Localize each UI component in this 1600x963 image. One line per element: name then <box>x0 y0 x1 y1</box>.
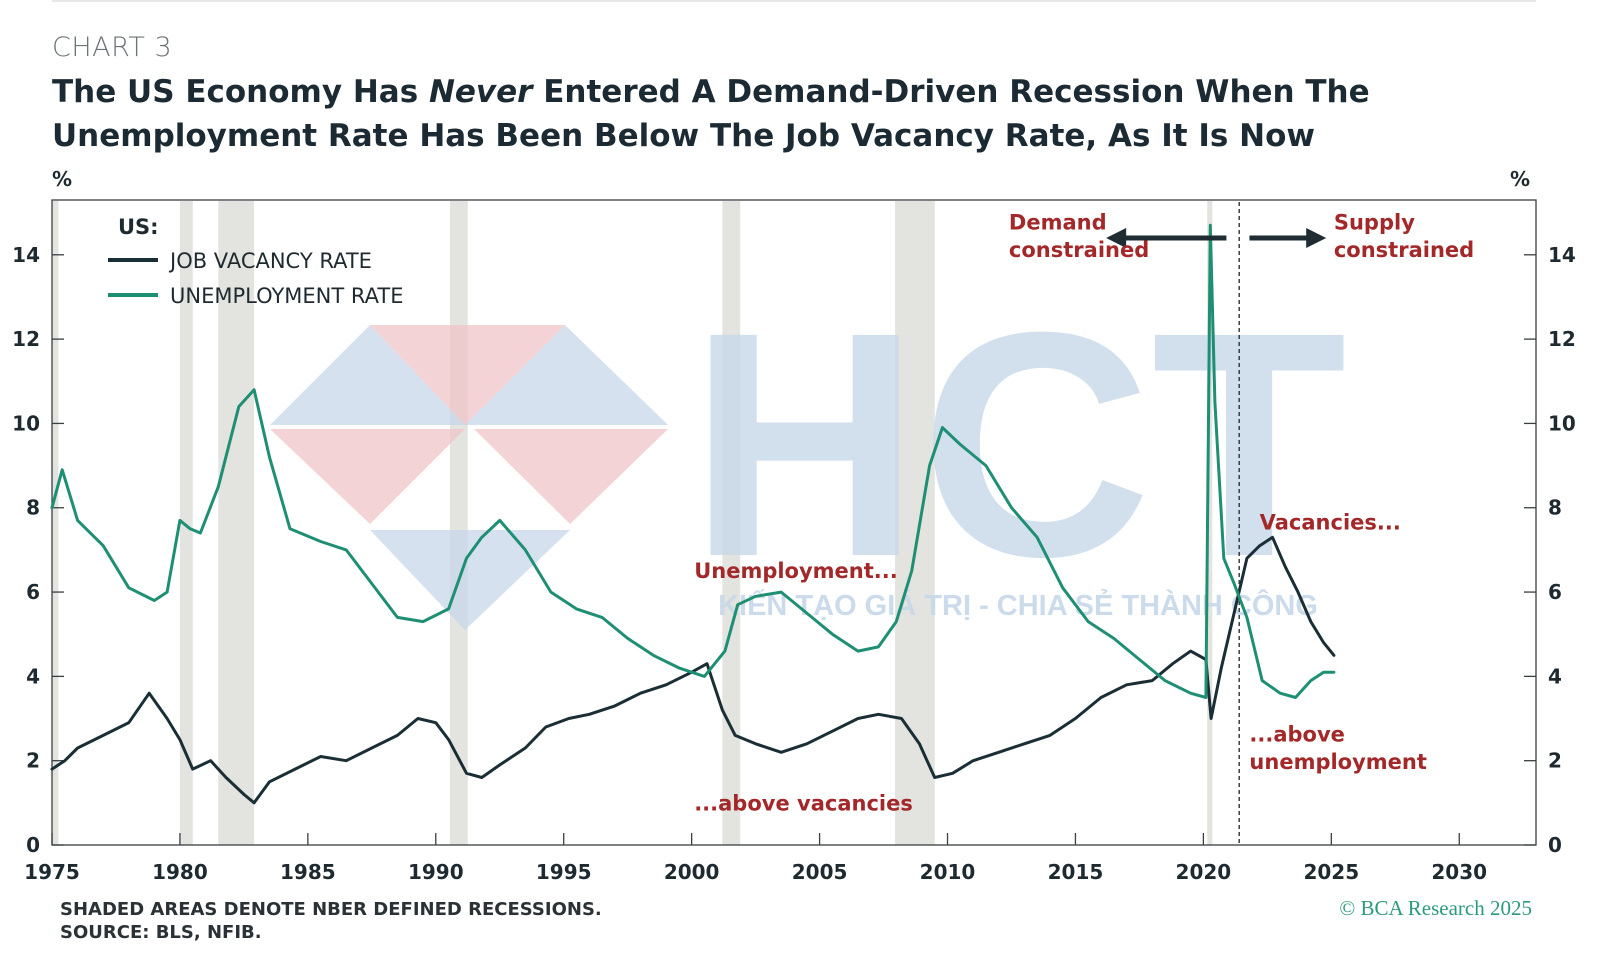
arrow-right-head <box>1306 227 1327 248</box>
legend-label: JOB VACANCY RATE <box>168 249 372 273</box>
y-tick-label-left: 6 <box>26 580 40 604</box>
series-lines <box>50 223 1336 805</box>
legend: US: JOB VACANCY RATE UNEMPLOYMENT RATE <box>108 215 403 308</box>
chart-number: CHART 3 <box>52 32 173 63</box>
y-tick-label-left: 8 <box>26 496 40 520</box>
series-line-job-vacancy <box>50 535 1336 805</box>
recession-band <box>1207 201 1213 845</box>
title-part-2: Entered A Demand-Driven Recession When T… <box>52 74 1370 154</box>
footnote: SHADED AREAS DENOTE NBER DEFINED RECESSI… <box>60 899 602 920</box>
x-tick-label: 1980 <box>152 860 208 884</box>
watermark-tagline: KIẾN TẠO GIÁ TRỊ - CHIA SẺ THÀNH CÔNG <box>718 588 1318 622</box>
annotation-label: Unemployment... <box>694 559 898 583</box>
arrow-left-head <box>1106 227 1127 248</box>
series-line-unemployment <box>50 223 1336 699</box>
y-tick-label-right: 4 <box>1548 664 1562 688</box>
title-part-1: The US Economy Has <box>52 74 429 110</box>
annotation-label: ...above <box>1249 723 1345 747</box>
copyright: © BCA Research 2025 <box>1339 896 1532 920</box>
x-tick-label: 1995 <box>536 860 592 884</box>
recession-band <box>179 201 193 845</box>
recession-band <box>218 201 255 845</box>
plot-frame <box>51 199 1537 846</box>
x-tick-label: 2000 <box>664 860 720 884</box>
watermark-shape-4 <box>270 429 465 524</box>
title-emphasis: Never <box>428 74 533 110</box>
recession-band <box>722 201 741 845</box>
annotation-label: Supply <box>1334 211 1415 235</box>
legend-title: US: <box>118 215 159 239</box>
x-tick-label: 2030 <box>1431 860 1487 884</box>
top-rule <box>52 0 1536 2</box>
chart-footer: SHADED AREAS DENOTE NBER DEFINED RECESSI… <box>60 898 602 944</box>
watermark-shape-5 <box>474 429 668 524</box>
axes: 0 0 2 2 4 4 6 6 8 8 10 10 12 12 14 14% % 1975 1980 1985 1990… <box>12 167 1576 884</box>
x-tick-label: 1975 <box>24 860 80 884</box>
y-tick-label-left: 14 <box>12 243 40 267</box>
x-tick-label: 2010 <box>920 860 976 884</box>
y-tick-label-left: 0 <box>26 833 40 857</box>
watermark-logo-text: HCT <box>689 265 1347 623</box>
watermark-shape-3 <box>465 325 668 425</box>
x-tick-label: 1990 <box>408 860 464 884</box>
y-tick-label-right: 10 <box>1548 411 1576 435</box>
y-unit-left: % <box>52 167 72 191</box>
y-tick-label-right: 14 <box>1548 243 1576 267</box>
y-tick-label-right: 6 <box>1548 580 1562 604</box>
watermark-shape-1 <box>270 325 465 425</box>
x-tick-label: 2020 <box>1176 860 1232 884</box>
y-tick-label-right: 8 <box>1548 496 1562 520</box>
y-tick-label-left: 4 <box>26 664 40 688</box>
chart-title: The US Economy Has Never Entered A Deman… <box>52 70 1552 158</box>
watermark-shape-2 <box>370 325 565 425</box>
y-tick-label-right: 12 <box>1548 327 1576 351</box>
annotation-label: constrained <box>1009 238 1149 262</box>
y-tick-label-left: 2 <box>26 749 40 773</box>
recession-shading <box>52 201 1213 845</box>
annotation-label: constrained <box>1334 238 1474 262</box>
y-tick-label-left: 12 <box>12 327 40 351</box>
x-tick-label: 1985 <box>280 860 336 884</box>
annotation-label: Vacancies... <box>1260 511 1401 535</box>
x-tick-label: 2025 <box>1303 860 1359 884</box>
y-tick-label-right: 0 <box>1548 833 1562 857</box>
annotation-label: Demand <box>1009 211 1107 235</box>
legend-label: UNEMPLOYMENT RATE <box>170 284 403 308</box>
annotation-label: ...above vacancies <box>694 791 913 815</box>
y-tick-label-right: 2 <box>1548 749 1562 773</box>
x-tick-label: 2005 <box>792 860 848 884</box>
y-tick-label-left: 10 <box>12 411 40 435</box>
x-tick-label: 2015 <box>1048 860 1104 884</box>
y-unit-right: % <box>1510 167 1530 191</box>
source-note: SOURCE: BLS, NFIB. <box>60 922 262 943</box>
annotation-label: unemployment <box>1249 750 1427 774</box>
hct-watermark: HCT KIẾN TẠO GIÁ TRỊ - CHIA SẺ THÀNH CÔN… <box>270 265 1347 630</box>
watermark-shape-6 <box>370 530 570 630</box>
recession-band <box>52 201 59 845</box>
annotations: Demand constrained Supply constrained Unempl… <box>694 211 1474 816</box>
